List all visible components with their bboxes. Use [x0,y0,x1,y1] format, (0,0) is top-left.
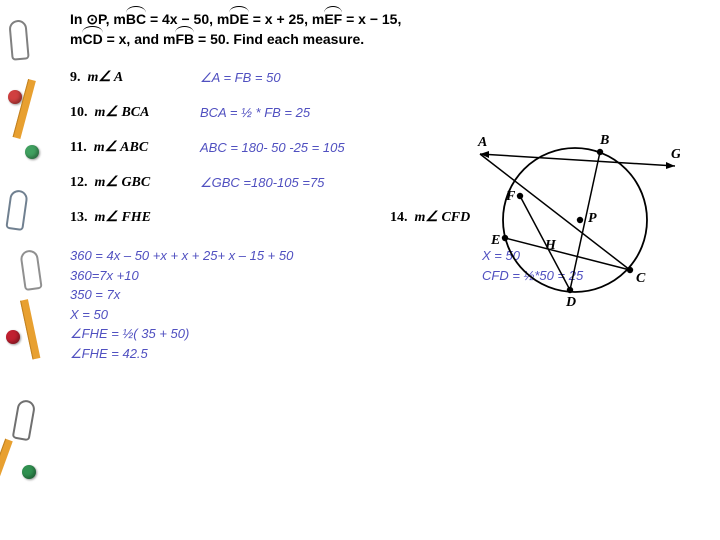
q10-answer: BCA = ½ * FB = 25 [200,105,310,120]
svg-text:B: B [599,133,609,148]
q12-num: 12. [70,175,88,190]
question-9: 9. m∠ A ∠A = FB = 50 [70,69,710,86]
left-decoration [0,0,50,540]
q10-label: 10. m∠ BCA [70,104,200,121]
q14-num: 14. [390,210,408,225]
q13-num: 13. [70,210,88,225]
header-text: m [70,31,82,47]
header-text: = x − 15, [342,11,401,27]
work13-line: ∠FHE = 42.5 [70,344,422,364]
header-text: = x, and m [103,31,176,47]
work13-line: 350 = 7x [70,285,422,305]
q11-answer: ABC = 180- 50 -25 = 105 [200,140,345,155]
q9-math: m∠ A [88,70,124,85]
header-text: In ⊙P, m [70,11,126,27]
header-text: = x + 25, m [249,11,325,27]
q9-num: 9. [70,70,81,85]
q13-label: 13. m∠ FHE [70,209,200,226]
svg-text:G: G [671,147,680,162]
work-13: 360 = 4x – 50 +x + x + 25+ x – 15 + 50 3… [70,246,422,363]
circle-diagram: A B C D E F G H P [450,120,680,320]
svg-text:H: H [544,238,557,253]
svg-text:P: P [588,211,597,226]
q12-label: 12. m∠ GBC [70,174,200,191]
question-13: 13. m∠ FHE [70,209,390,226]
question-10: 10. m∠ BCA BCA = ½ * FB = 25 [70,104,710,121]
q12-answer: ∠GBC =180-105 =75 [200,175,324,191]
arc-de: DE [229,10,248,30]
q11-num: 11. [70,140,87,155]
problem-statement: In ⊙P, mBC = 4x − 50, mDE = x + 25, mEF … [70,10,710,49]
work13-line: 360=7x +10 [70,266,422,286]
arc-cd: CD [82,30,102,50]
arc-ef: EF [324,10,342,30]
work13-line: X = 50 [70,305,422,325]
q11-math: m∠ ABC [94,140,148,155]
work13-line: 360 = 4x – 50 +x + x + 25+ x – 15 + 50 [70,246,422,266]
svg-text:F: F [505,189,516,204]
arc-fb: FB [175,30,194,50]
header-text: = 50. Find each measure. [194,31,364,47]
q10-math: m∠ BCA [95,105,150,120]
content-area: In ⊙P, mBC = 4x − 50, mDE = x + 25, mEF … [70,10,710,363]
q12-math: m∠ GBC [95,175,151,190]
q11-label: 11. m∠ ABC [70,139,200,156]
work13-line: ∠FHE = ½( 35 + 50) [70,324,422,344]
q10-num: 10. [70,105,88,120]
q9-label: 9. m∠ A [70,69,200,86]
q9-answer: ∠A = FB = 50 [200,70,281,86]
svg-text:D: D [565,295,576,310]
arc-bc: BC [126,10,146,30]
svg-text:A: A [477,135,487,150]
header-text: = 4x − 50, m [146,11,229,27]
q13-math: m∠ FHE [95,210,152,225]
svg-text:C: C [636,271,646,286]
svg-text:E: E [490,233,500,248]
